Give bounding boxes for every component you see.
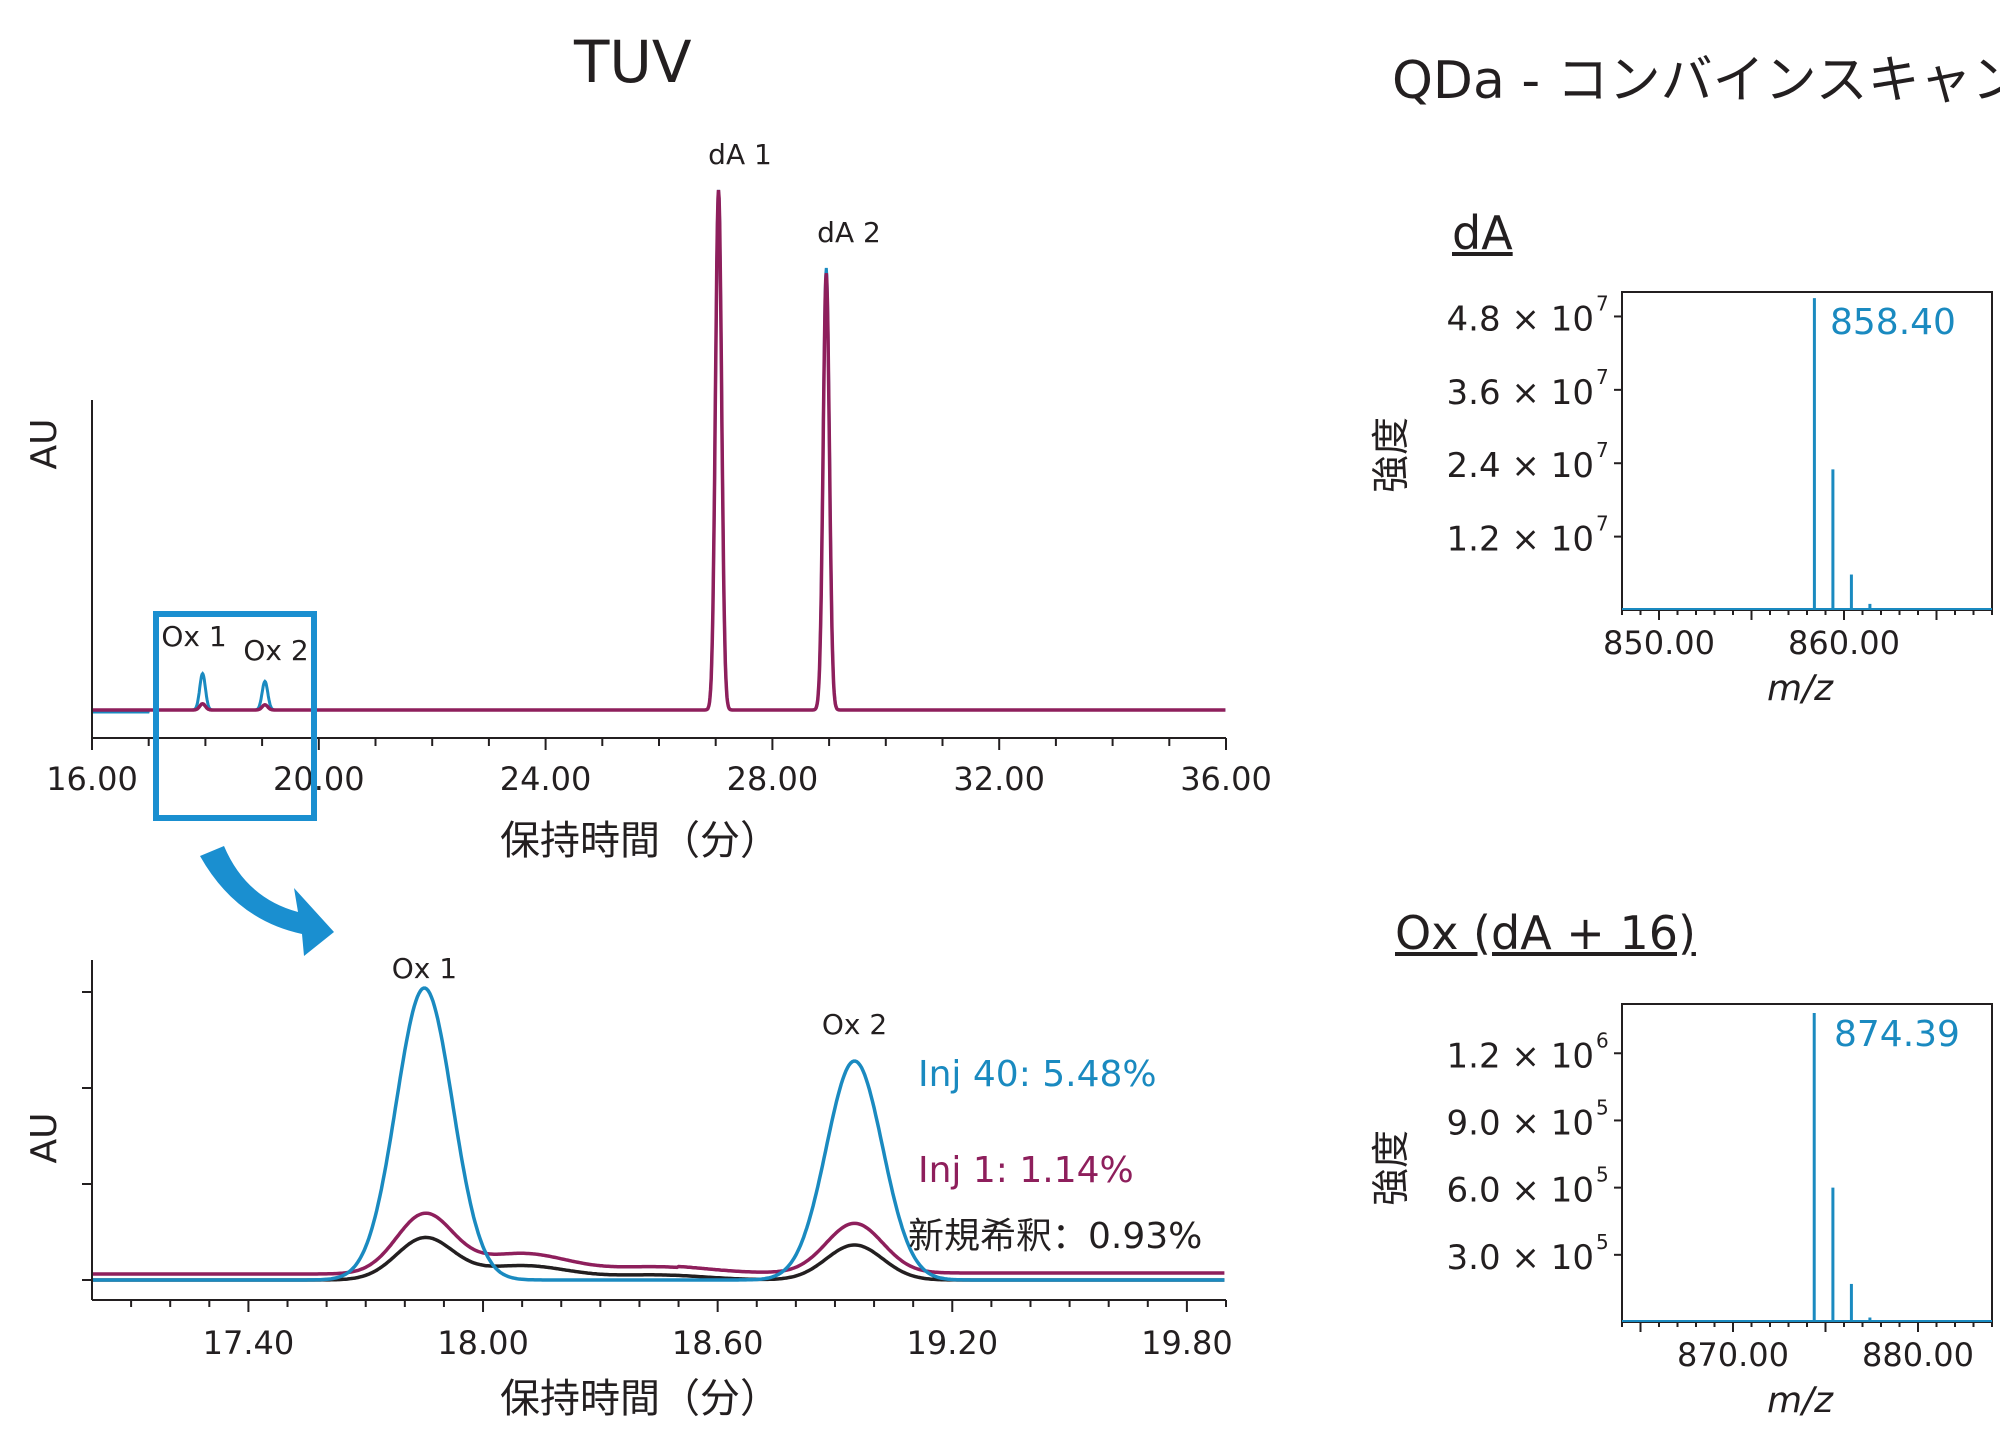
x-tick-label: 16.00 [46, 760, 138, 798]
y-tick-label: 4.8 × 10 [1447, 299, 1594, 339]
ms-da-y-label: 強度 [1369, 417, 1413, 493]
tuv-zoom-x-ticks [130, 1300, 1227, 1312]
tuv-full-x-tick-labels: 16.00 20.00 24.00 28.00 32.00 36.00 [46, 760, 1272, 798]
y-tick-exponent: 7 [1596, 365, 1609, 389]
tuv-title: TUV [574, 28, 692, 96]
tuv-zoom-series-labels: Inj 40: 5.48% Inj 1: 1.14% 新規希釈：0.93% [908, 1054, 1202, 1257]
series-label-inj1: Inj 1: 1.14% [918, 1150, 1134, 1191]
peak-label: Ox 1 [161, 620, 226, 653]
ms-da-x-ticks: 850.00 860.00 [1603, 624, 1900, 662]
tuv-full-y-label: AU [24, 419, 65, 470]
y-tick-exponent: 5 [1596, 1163, 1609, 1187]
ms-ox-base-peak-label: 874.39 [1834, 1014, 1960, 1055]
tuv-zoom-x-tick-labels: 17.40 18.00 18.60 19.20 19.80 [203, 1324, 1233, 1362]
ms-ox-y-ticks: 3.0 × 10 56.0 × 10 59.0 × 10 51.2 × 10 6 [1447, 1028, 1622, 1278]
qda-da-subtitle: dA [1452, 206, 1513, 260]
series-label-fresh: 新規希釈：0.93% [908, 1216, 1202, 1257]
tuv-zoom-x-label: 保持時間（分） [500, 1376, 780, 1422]
qda-ox-subtitle: Ox (dA + 16) [1395, 906, 1696, 960]
qda-title: QDa - コンバインスキャン [1392, 51, 2000, 111]
ms-da-chart: 1.2 × 10 72.4 × 10 73.6 × 10 74.8 × 10 7 850… [1369, 291, 1993, 709]
peak-label: dA 2 [817, 216, 881, 249]
ms-ox-x-label: m/z [1767, 1380, 1834, 1421]
x-tick-label: 880.00 [1862, 1336, 1974, 1374]
y-tick-label: 3.0 × 10 [1447, 1238, 1594, 1278]
x-tick-label: 36.00 [1180, 760, 1272, 798]
tuv-full-peak-labels: Ox 1 Ox 2 dA 1 dA 2 [161, 138, 880, 667]
y-tick-exponent: 7 [1596, 438, 1609, 462]
x-tick-label: 32.00 [953, 760, 1045, 798]
y-tick-exponent: 6 [1596, 1028, 1609, 1052]
ms-ox-minor-ticks [1621, 1322, 1993, 1332]
tuv-zoom-peak-labels: Ox 1 Ox 2 [392, 952, 887, 1041]
ms-ox-chart: 3.0 × 10 56.0 × 10 59.0 × 10 51.2 × 10 6 870… [1369, 1003, 1993, 1421]
tuv-zoom-y-label: AU [24, 1113, 65, 1164]
ms-ox-x-ticks: 870.00 880.00 [1677, 1336, 1974, 1374]
x-tick-label: 860.00 [1788, 624, 1900, 662]
ms-ox-peaks [1622, 1012, 1992, 1322]
tuv-full-chart: 16.00 20.00 24.00 28.00 32.00 36.00 Ox 1 Ox 2 d… [24, 138, 1272, 956]
tuv-zoom-y-ticks [82, 991, 92, 1281]
x-tick-label: 20.00 [273, 760, 365, 798]
x-tick-label: 24.00 [500, 760, 592, 798]
y-tick-label: 1.2 × 10 [1447, 520, 1594, 560]
tuv-zoom-trace-inj40 [92, 986, 1225, 1282]
ms-ox-y-label: 強度 [1369, 1130, 1413, 1206]
x-tick-label: 19.80 [1141, 1324, 1233, 1362]
tuv-zoom-trace-inj1 [92, 1211, 1225, 1276]
y-tick-label: 2.4 × 10 [1447, 446, 1594, 486]
y-tick-label: 6.0 × 10 [1447, 1171, 1594, 1211]
tuv-full-series [92, 189, 1226, 714]
ms-da-minor-ticks [1621, 610, 1993, 620]
y-tick-exponent: 7 [1596, 291, 1609, 315]
series-label-inj40: Inj 40: 5.48% [918, 1054, 1157, 1095]
ms-da-peaks [1622, 298, 1992, 610]
x-tick-label: 18.60 [672, 1324, 764, 1362]
tuv-full-trace-inj1 [92, 189, 1226, 712]
tuv-zoom-chart: 17.40 18.00 18.60 19.20 19.80 Ox 1 Ox 2 Inj 4… [24, 952, 1233, 1422]
zoom-box [153, 611, 317, 821]
x-tick-label: 870.00 [1677, 1336, 1789, 1374]
x-tick-label: 18.00 [437, 1324, 529, 1362]
y-tick-label: 9.0 × 10 [1447, 1103, 1594, 1143]
x-tick-label: 19.20 [906, 1324, 998, 1362]
x-tick-label: 17.40 [203, 1324, 295, 1362]
ms-da-x-label: m/z [1767, 668, 1834, 709]
x-tick-label: 28.00 [727, 760, 819, 798]
tuv-zoom-series [92, 986, 1225, 1282]
y-tick-label: 3.6 × 10 [1447, 373, 1594, 413]
x-tick-label: 850.00 [1603, 624, 1715, 662]
peak-label: Ox 2 [822, 1008, 887, 1041]
y-tick-exponent: 7 [1596, 512, 1609, 536]
y-tick-exponent: 5 [1596, 1095, 1609, 1119]
ms-da-y-ticks: 1.2 × 10 72.4 × 10 73.6 × 10 74.8 × 10 7 [1447, 291, 1622, 560]
tuv-full-x-ticks [91, 738, 1227, 750]
zoom-arrow [200, 846, 334, 956]
y-tick-exponent: 5 [1596, 1230, 1609, 1254]
ms-da-base-peak-label: 858.40 [1830, 302, 1956, 343]
peak-label: Ox 1 [392, 952, 457, 985]
y-tick-label: 1.2 × 10 [1447, 1036, 1594, 1076]
tuv-full-x-label: 保持時間（分） [500, 818, 780, 864]
peak-label: Ox 2 [243, 634, 308, 667]
peak-label: dA 1 [708, 138, 772, 171]
